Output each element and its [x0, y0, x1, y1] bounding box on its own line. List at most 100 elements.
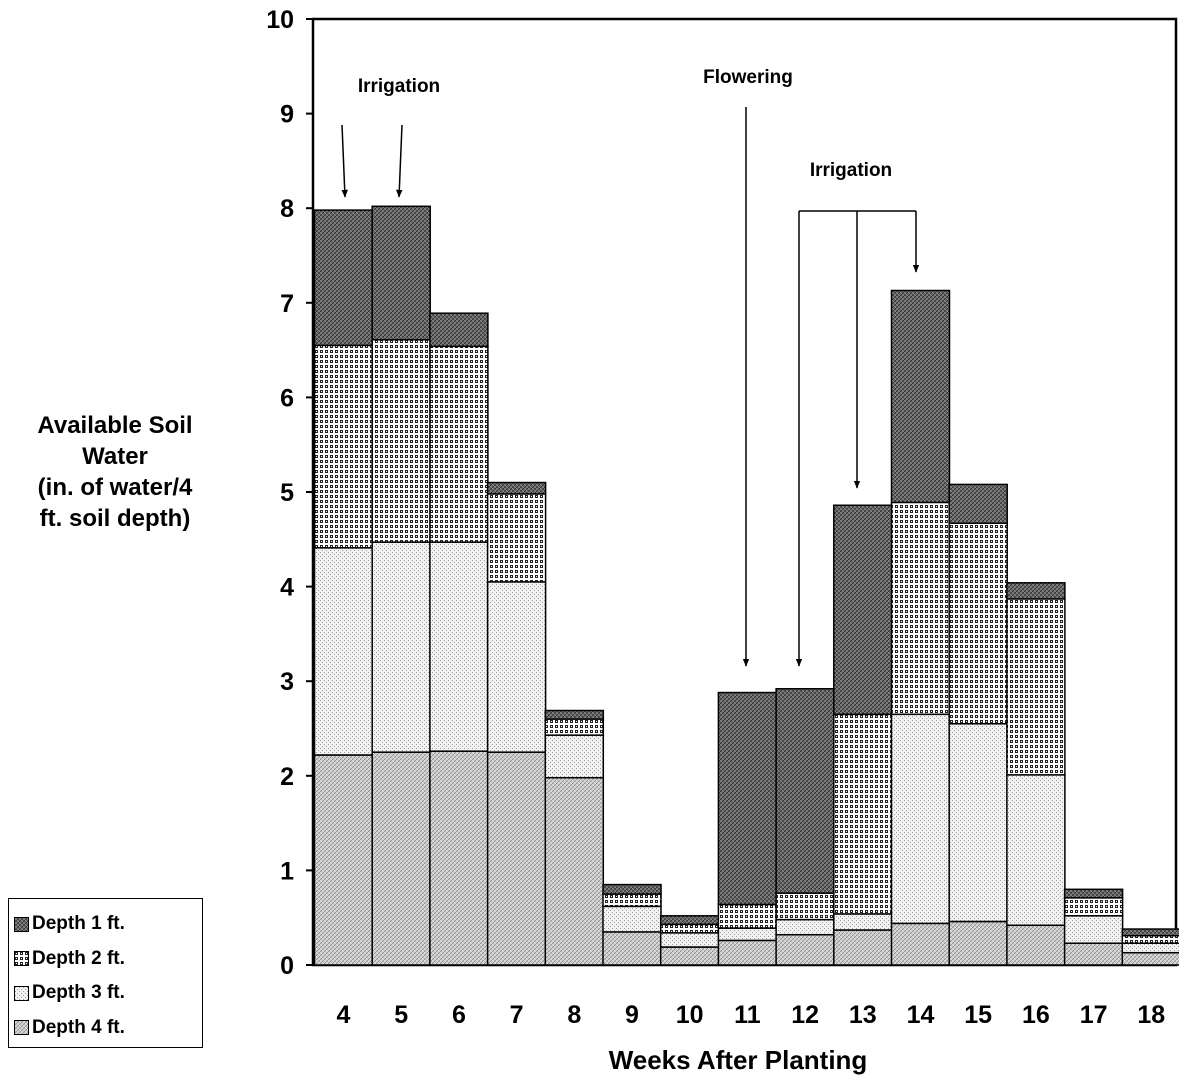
bar-segment-week-4-depth-4-ft — [313, 754, 374, 966]
x-axis-ticks: 4 5 6 7 8 9 10 11 12 13 14 15 16 17 18 — [337, 1001, 1166, 1029]
bar-segment-week-10-depth-2-ft — [659, 923, 720, 934]
legend-item-depth-4: Depth 4 ft. — [14, 1011, 202, 1046]
arrow-week-5 — [396, 124, 403, 198]
bar-segment-week-4-depth-1-ft — [313, 209, 374, 347]
bar-segment-week-13-depth-2-ft — [833, 713, 893, 915]
bar-segment-week-10-depth-1-ft — [659, 915, 720, 926]
bar-segment-week-8-depth-3-ft — [544, 734, 605, 779]
legend-item-depth-1: Depth 1 ft. — [14, 907, 202, 942]
annotation-flowering: Flowering — [703, 67, 793, 88]
annotation-irrigation-early: Irrigation — [358, 76, 440, 97]
y-tick-label: 3 — [280, 668, 294, 696]
x-tick-label: 6 — [452, 1001, 466, 1029]
x-tick-label: 13 — [849, 1001, 877, 1029]
bar-segment-week-11-depth-3-ft — [717, 927, 778, 942]
x-tick-label: 8 — [567, 1001, 581, 1029]
legend-label: Depth 1 ft. — [32, 913, 125, 935]
x-tick-label: 14 — [907, 1001, 935, 1029]
bar-segment-week-14-depth-1-ft — [890, 289, 951, 504]
bar-segment-week-9-depth-2-ft — [602, 893, 662, 908]
bar-segment-week-12-depth-3-ft — [775, 918, 835, 936]
y-axis-title-line: Water — [82, 443, 148, 470]
y-axis-ticks: 0 1 2 3 4 5 6 7 8 9 10 — [266, 6, 313, 980]
bar-segment-week-9-depth-1-ft — [602, 883, 662, 895]
y-tick-label: 5 — [280, 479, 294, 507]
x-tick-label: 4 — [337, 1001, 351, 1029]
x-axis-title: Weeks After Planting — [609, 1045, 868, 1075]
bar-segment-week-6-depth-2-ft — [429, 345, 489, 543]
y-axis-title-line: ft. soil depth) — [39, 505, 191, 532]
y-tick-label: 2 — [280, 763, 294, 791]
bar-segment-week-16-depth-3-ft — [1006, 774, 1066, 927]
legend-item-depth-3: Depth 3 ft. — [14, 976, 202, 1011]
y-tick-label: 4 — [280, 574, 294, 602]
bar-segment-week-8-depth-2-ft — [544, 718, 605, 736]
x-tick-label: 7 — [510, 1001, 524, 1029]
bar-segment-week-18-depth-3-ft — [1121, 942, 1179, 954]
legend-swatch-depth-4 — [14, 1020, 29, 1036]
y-axis-title-line: (in. of water/4 — [37, 474, 193, 501]
x-tick-label: 16 — [1022, 1001, 1050, 1029]
bar-segment-week-12-depth-2-ft — [775, 892, 835, 921]
bar-segment-week-12-depth-1-ft — [775, 688, 835, 894]
bar-segment-week-15-depth-3-ft — [948, 723, 1008, 923]
bar-segment-week-14-depth-3-ft — [890, 713, 951, 925]
y-tick-label: 9 — [280, 101, 294, 129]
y-tick-label: 1 — [280, 857, 294, 885]
bar-segment-week-5-depth-3-ft — [371, 541, 431, 753]
bars — [313, 205, 1179, 966]
bar-segment-week-18-depth-2-ft — [1121, 934, 1179, 944]
bar-segment-week-6-depth-4-ft — [429, 750, 489, 966]
legend-item-depth-2: Depth 2 ft. — [14, 942, 202, 977]
bar-segment-week-7-depth-1-ft — [486, 481, 547, 495]
y-axis-title-line: Available Soil — [37, 412, 193, 439]
legend-swatch-depth-1 — [14, 916, 29, 932]
arrow-week-4 — [341, 124, 348, 198]
bar-segment-week-4-depth-3-ft — [313, 547, 374, 756]
bar-segment-week-17-depth-2-ft — [1063, 897, 1124, 917]
bar-segment-week-13-depth-3-ft — [833, 913, 893, 931]
bar-segment-week-16-depth-1-ft — [1006, 582, 1066, 600]
y-tick-label: 7 — [280, 290, 294, 318]
legend-swatch-depth-2 — [14, 951, 29, 967]
bar-segment-week-6-depth-1-ft — [429, 312, 489, 348]
bar-segment-week-14-depth-4-ft — [890, 922, 951, 966]
bar-segment-week-9-depth-3-ft — [602, 905, 662, 933]
bar-segment-week-7-depth-2-ft — [486, 493, 547, 583]
bar-segment-week-15-depth-4-ft — [948, 920, 1008, 966]
x-tick-label: 5 — [394, 1001, 408, 1029]
x-tick-label: 11 — [734, 1001, 761, 1029]
bar-segment-week-13-depth-1-ft — [833, 504, 893, 716]
bar-segment-week-11-depth-2-ft — [717, 903, 778, 929]
annotations: Irrigation Flowering Irrigation — [341, 67, 920, 667]
bar-segment-week-5-depth-2-ft — [371, 338, 431, 543]
bar-segment-week-15-depth-2-ft — [948, 522, 1008, 725]
bar-segment-week-10-depth-3-ft — [659, 932, 720, 948]
bar-segment-week-18-depth-1-ft — [1121, 928, 1179, 937]
legend: Depth 1 ft. Depth 2 ft. Depth 3 ft. Dept… — [8, 898, 203, 1048]
bar-segment-week-13-depth-4-ft — [833, 929, 893, 966]
x-tick-label: 15 — [964, 1001, 992, 1029]
bar-segment-week-17-depth-1-ft — [1063, 888, 1124, 899]
y-tick-label: 0 — [280, 952, 294, 980]
bar-segment-week-5-depth-4-ft — [371, 751, 431, 966]
annotation-irrigation-late: Irrigation — [810, 160, 892, 181]
x-tick-label: 9 — [625, 1001, 639, 1029]
bar-segment-week-8-depth-4-ft — [544, 776, 605, 966]
bar-segment-week-7-depth-3-ft — [486, 581, 547, 753]
bar-segment-week-9-depth-4-ft — [602, 931, 662, 966]
bar-segment-week-16-depth-4-ft — [1006, 924, 1066, 966]
legend-label: Depth 2 ft. — [32, 947, 125, 969]
y-tick-label: 10 — [266, 6, 294, 34]
bar-segment-week-15-depth-1-ft — [948, 483, 1008, 524]
x-tick-label: 17 — [1080, 1001, 1108, 1029]
bar-segment-week-17-depth-4-ft — [1063, 942, 1124, 966]
bar-segment-week-14-depth-2-ft — [890, 501, 951, 716]
bar-segment-week-11-depth-4-ft — [717, 939, 778, 966]
x-tick-label: 12 — [791, 1001, 819, 1029]
x-tick-label: 18 — [1137, 1001, 1165, 1029]
bar-segment-week-8-depth-1-ft — [544, 709, 605, 720]
bar-segment-week-11-depth-1-ft — [717, 691, 778, 906]
bar-segment-week-16-depth-2-ft — [1006, 598, 1066, 776]
